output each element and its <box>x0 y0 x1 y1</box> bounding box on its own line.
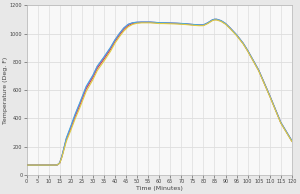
X-axis label: Time (Minutes): Time (Minutes) <box>136 185 183 191</box>
Y-axis label: Temperature (Deg. F): Temperature (Deg. F) <box>4 57 8 124</box>
